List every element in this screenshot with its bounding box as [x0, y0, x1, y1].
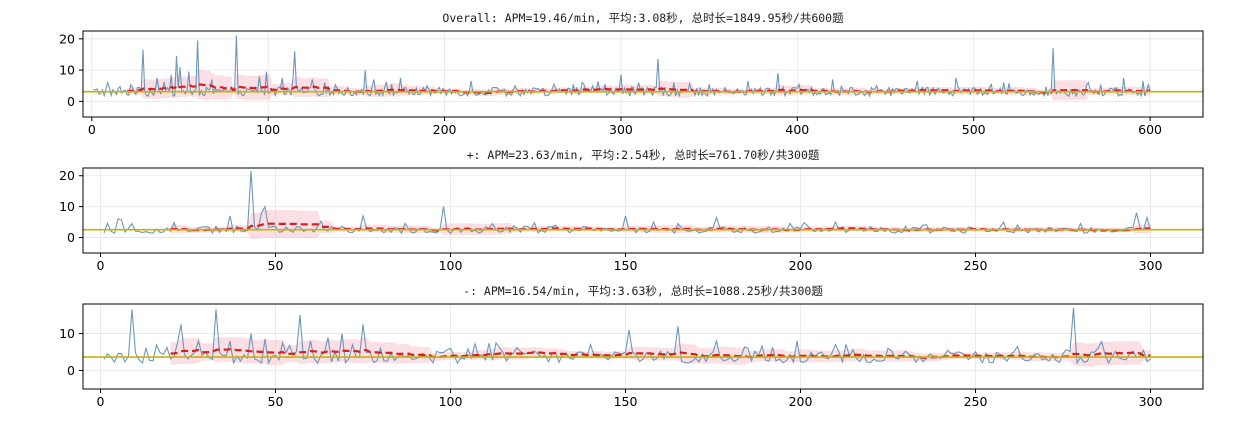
plot-area: 0 50 100 150 200 250 300 0 10 20 [59, 167, 1204, 273]
x-tick-label: 150 [614, 394, 638, 409]
x-tick-label: 400 [785, 122, 809, 137]
x-tick-label: 50 [268, 394, 284, 409]
x-tick-label: 300 [1139, 258, 1163, 273]
plot-area: 0 100 200 300 400 500 600 0 10 20 [59, 30, 1204, 137]
series-line-moving-average [170, 222, 1151, 232]
axes-frame [82, 303, 1204, 390]
x-tick-label: 300 [1139, 394, 1163, 409]
y-tick-label: 20 [59, 168, 75, 183]
series-line-raw [103, 307, 1151, 365]
x-tick-label: 250 [964, 258, 988, 273]
chart-panel-overall: Overall: APM=19.46/min, 平均:3.08秒, 总时长=18… [59, 11, 1204, 137]
x-tick-label: 200 [789, 258, 813, 273]
x-tick-label: 500 [962, 122, 986, 137]
x-tick-label: 100 [256, 122, 280, 137]
chart-panel-minus: -: APM=16.54/min, 平均:3.63秒, 总时长=1088.25秒… [59, 284, 1204, 409]
axes-frame [82, 30, 1204, 118]
x-tick-label: 50 [268, 258, 284, 273]
y-tick-label: 20 [59, 31, 75, 46]
chart-title: -: APM=16.54/min, 平均:3.63秒, 总时长=1088.25秒… [463, 284, 823, 298]
y-tick-label: 10 [59, 63, 75, 78]
x-tick-label: 200 [789, 394, 813, 409]
x-tick-label: 100 [439, 258, 463, 273]
x-tick-label: 300 [609, 122, 633, 137]
y-tick-label: 10 [59, 199, 75, 214]
chart-title: Overall: APM=19.46/min, 平均:3.08秒, 总时长=18… [442, 11, 844, 25]
x-tick-label: 100 [439, 394, 463, 409]
chart-title: +: APM=23.63/min, 平均:2.54秒, 总时长=761.70秒/… [467, 148, 820, 162]
axes-frame [82, 167, 1204, 254]
x-tick-label: 0 [88, 122, 96, 137]
series-line-raw [93, 35, 1151, 98]
y-tick-label: 0 [67, 363, 75, 378]
x-tick-label: 600 [1138, 122, 1162, 137]
y-tick-label: 0 [67, 94, 75, 109]
x-tick-label: 150 [614, 258, 638, 273]
x-tick-label: 250 [964, 394, 988, 409]
chart-panel-plus: +: APM=23.63/min, 平均:2.54秒, 总时长=761.70秒/… [59, 148, 1204, 273]
series-line-moving-average [126, 82, 1151, 95]
plot-area: 0 50 100 150 200 250 300 0 10 [59, 303, 1204, 409]
series-line-moving-average [170, 348, 1151, 359]
x-tick-label: 0 [97, 394, 105, 409]
x-tick-label: 200 [433, 122, 457, 137]
y-tick-label: 10 [59, 326, 75, 341]
y-tick-label: 0 [67, 230, 75, 245]
x-tick-label: 0 [97, 258, 105, 273]
